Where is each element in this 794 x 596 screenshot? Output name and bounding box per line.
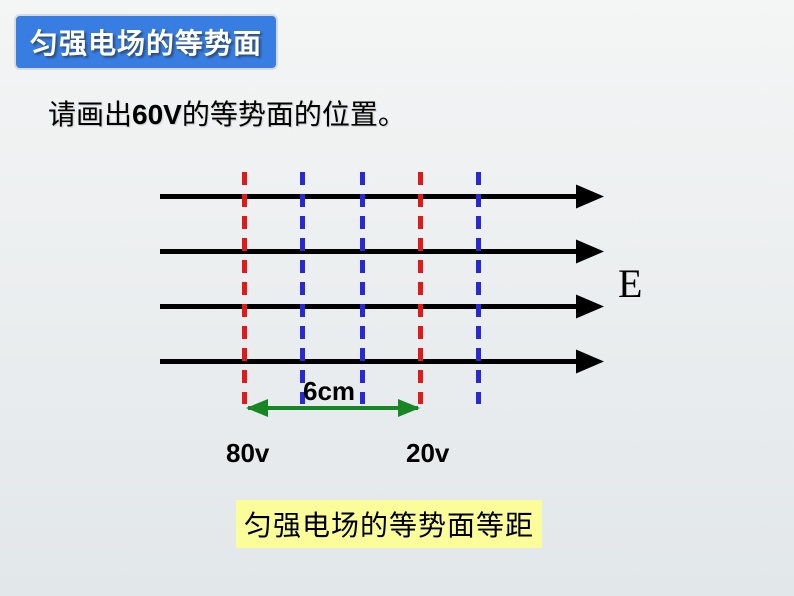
dimension-arrow-left-icon — [246, 399, 268, 417]
field-arrow-icon — [576, 185, 604, 209]
field-arrow-icon — [576, 350, 604, 374]
dimension-label: 6cm — [303, 376, 355, 407]
prompt-prefix: 请画出 — [48, 99, 132, 130]
field-line — [160, 249, 580, 254]
title-text: 匀强电场的等势面 — [30, 28, 262, 59]
field-line — [160, 359, 580, 364]
field-line — [160, 194, 580, 199]
title-box: 匀强电场的等势面 — [14, 14, 278, 70]
field-arrow-icon — [576, 295, 604, 319]
field-arrow-icon — [576, 240, 604, 264]
equipotential-line — [418, 172, 423, 404]
prompt-suffix: 的等势面的位置。 — [182, 99, 406, 130]
e-label: E — [618, 260, 642, 307]
equipotential-line — [242, 172, 247, 404]
prompt-text: 请画出60V的等势面的位置。 — [48, 93, 406, 133]
diagram: 6cm 80v 20v — [160, 180, 660, 480]
footer-box: 匀强电场的等势面等距 — [236, 500, 542, 548]
dimension-arrow-right-icon — [398, 399, 420, 417]
equipotential-line — [360, 172, 365, 404]
prompt-bold: 60V — [132, 99, 182, 130]
voltage-label: 20v — [406, 438, 449, 469]
field-line — [160, 304, 580, 309]
equipotential-line — [300, 172, 305, 404]
voltage-label: 80v — [226, 438, 269, 469]
footer-text: 匀强电场的等势面等距 — [244, 510, 534, 541]
equipotential-line — [476, 172, 481, 404]
